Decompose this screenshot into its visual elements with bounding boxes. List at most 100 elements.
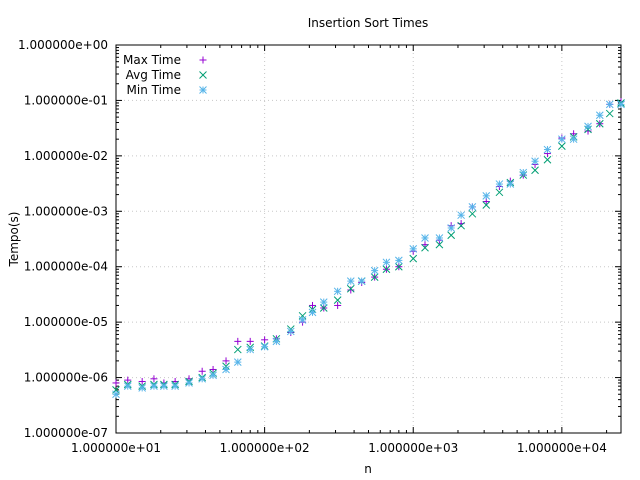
avg-time-point <box>346 284 355 293</box>
max-time-point <box>124 376 132 384</box>
min-time-point <box>569 135 578 144</box>
min-time-point <box>394 256 403 265</box>
min-time-point <box>495 180 504 188</box>
avg-time-point <box>482 201 491 209</box>
min-time-point <box>333 287 342 296</box>
min-time-point <box>346 277 355 285</box>
min-time-point <box>543 145 552 154</box>
max-time-point <box>198 367 206 375</box>
max-time-point <box>222 357 230 365</box>
avg-time-point <box>558 142 566 150</box>
max-time-point <box>347 286 355 294</box>
avg-time-point <box>468 209 477 218</box>
x-tick-label: 1.000000e+02 <box>220 441 310 455</box>
min-time-point <box>421 234 429 242</box>
avg-time-point <box>421 243 429 252</box>
min-time-point <box>308 308 317 317</box>
data-points <box>112 98 625 399</box>
legend-item-max-time: Max Time <box>123 53 207 67</box>
legend-label: Min Time <box>127 83 181 97</box>
min-time-point <box>319 298 328 306</box>
min-time-point <box>357 277 366 285</box>
y-tick-label: 1.000000e-04 <box>24 260 108 274</box>
x-tick-label: 1.000000e+04 <box>517 441 607 455</box>
avg-time-point <box>370 273 379 281</box>
avg-time-point <box>531 166 539 175</box>
y-axis-label: Tempo(s) <box>7 212 21 268</box>
max-time-point <box>234 337 242 345</box>
avg-time-point <box>409 254 418 263</box>
avg-time-point <box>394 262 403 271</box>
y-tick-label: 1.000000e-02 <box>24 149 108 163</box>
x-axis-label: n <box>364 462 372 476</box>
min-time-point <box>584 122 592 131</box>
avg-time-point <box>457 221 465 230</box>
min-time-point <box>138 384 147 392</box>
min-time-point <box>595 111 604 120</box>
y-tick-label: 1.000000e-01 <box>24 93 108 107</box>
min-time-point <box>531 157 539 166</box>
max-time-point <box>150 375 158 383</box>
min-time-point <box>246 345 255 354</box>
avg-time-point <box>495 188 504 197</box>
avg-time-point <box>233 345 242 354</box>
avg-time-point <box>319 304 328 312</box>
min-time-point <box>222 365 230 374</box>
legend-label: Max Time <box>123 53 181 67</box>
max-time-point <box>421 241 429 249</box>
plot-frame <box>115 44 622 434</box>
min-time-point <box>519 168 528 177</box>
min-time-point <box>185 379 193 387</box>
legend-label: Avg Time <box>126 68 181 82</box>
min-time-point <box>260 342 269 351</box>
min-time-point <box>370 266 379 275</box>
max-time-point <box>138 377 146 385</box>
grid-lines <box>116 45 621 433</box>
min-time-point <box>150 382 158 391</box>
min-time-point <box>506 180 515 188</box>
min-time-point <box>198 374 207 383</box>
max-time-point <box>112 379 120 387</box>
y-tick-label: 1.000000e-07 <box>24 426 108 440</box>
min-time-point <box>409 245 418 253</box>
min-time-point <box>482 191 491 200</box>
min-time-point <box>605 100 614 109</box>
min-time-point <box>286 327 295 336</box>
min-time-point <box>160 382 168 391</box>
min-time-point <box>447 224 456 232</box>
avg-time-point <box>543 155 552 164</box>
y-tick-label: 1.000000e-06 <box>24 371 108 385</box>
legend-marker <box>199 86 207 94</box>
axis-ticks: 1.000000e-07 1.000000e-06 1.000000e-05 1.00… <box>18 38 621 455</box>
x-tick-label: 1.000000e+03 <box>368 441 458 455</box>
min-time-point <box>558 135 566 144</box>
avg-time-point <box>333 296 342 304</box>
min-time-point <box>171 382 179 391</box>
min-time-point <box>457 211 465 220</box>
max-time-point <box>309 301 317 309</box>
legend-marker <box>199 56 207 64</box>
avg-time-point <box>447 231 456 240</box>
min-time-point <box>617 100 625 109</box>
legend-item-avg-time: Avg Time <box>126 68 207 82</box>
max-time-point <box>334 301 342 309</box>
chart-title: Insertion Sort Times <box>308 16 429 30</box>
min-time-point <box>298 315 307 324</box>
max-time-point <box>261 336 269 344</box>
legend-marker <box>199 71 207 79</box>
min-time-point <box>435 234 444 242</box>
avg-time-point <box>382 265 391 274</box>
min-time-point <box>382 258 391 267</box>
min-time-point <box>209 371 217 380</box>
y-tick-label: 1.000000e-03 <box>24 204 108 218</box>
min-time-point <box>233 358 242 366</box>
avg-time-point <box>435 240 444 249</box>
max-time-point <box>246 337 254 345</box>
min-time-point <box>112 390 120 399</box>
avg-time-point <box>605 109 614 118</box>
x-tick-label: 1.000000e+01 <box>71 441 161 455</box>
min-time-point <box>468 203 477 211</box>
legend-item-min-time: Min Time <box>127 83 207 97</box>
